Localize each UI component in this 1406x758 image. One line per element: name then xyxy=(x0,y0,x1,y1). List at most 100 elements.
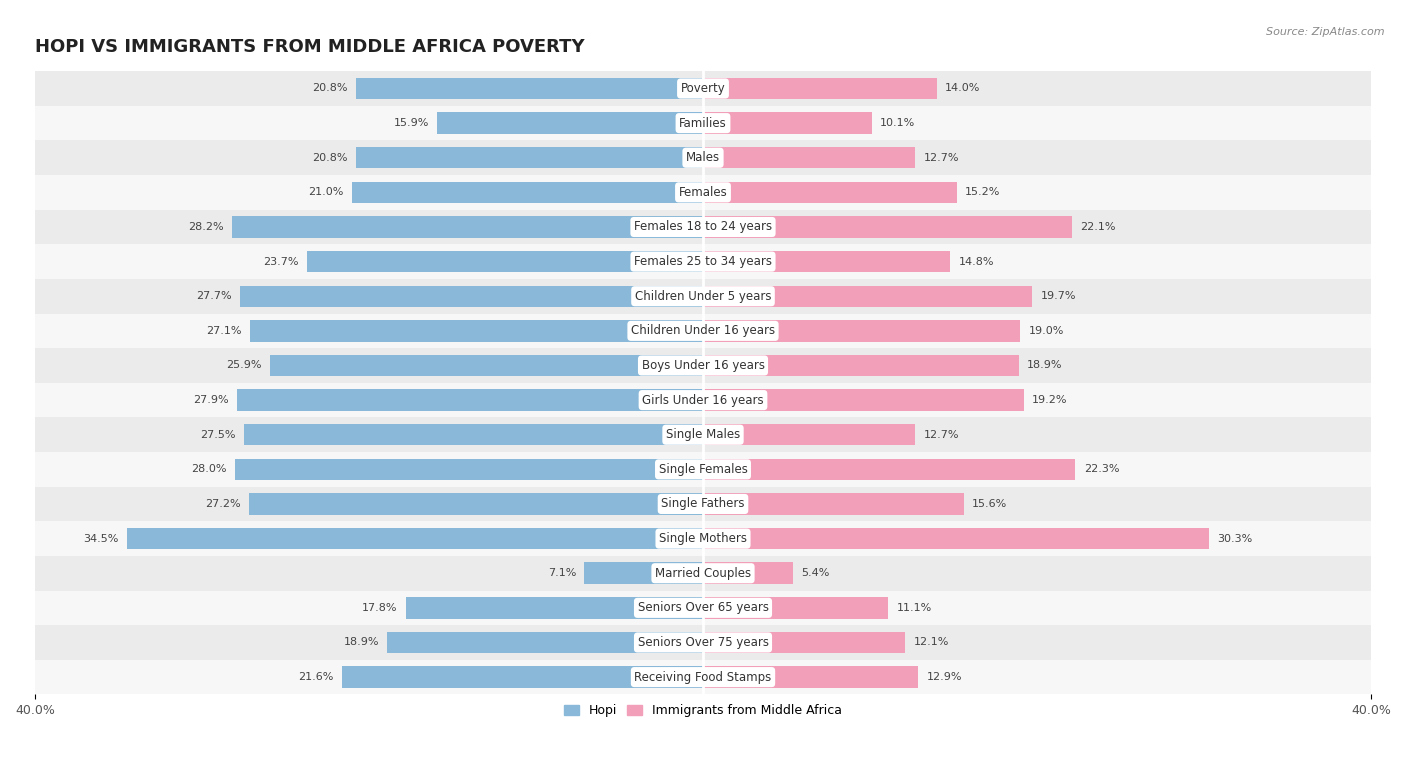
Text: 14.8%: 14.8% xyxy=(959,257,994,267)
Bar xyxy=(703,251,950,272)
Text: 28.2%: 28.2% xyxy=(188,222,224,232)
Bar xyxy=(353,182,703,203)
Text: 12.7%: 12.7% xyxy=(924,430,959,440)
Text: 27.7%: 27.7% xyxy=(197,291,232,301)
Bar xyxy=(585,562,703,584)
Text: 19.7%: 19.7% xyxy=(1040,291,1076,301)
Bar xyxy=(35,383,1371,418)
Bar xyxy=(35,71,1371,106)
Text: Single Females: Single Females xyxy=(658,463,748,476)
Bar xyxy=(35,659,1371,694)
Bar xyxy=(356,147,703,168)
Text: 7.1%: 7.1% xyxy=(548,568,576,578)
Text: 21.0%: 21.0% xyxy=(308,187,344,197)
Bar xyxy=(250,320,703,342)
Text: Single Mothers: Single Mothers xyxy=(659,532,747,545)
Bar xyxy=(238,390,703,411)
Bar xyxy=(703,631,905,653)
Text: 28.0%: 28.0% xyxy=(191,465,226,475)
Bar xyxy=(356,78,703,99)
Bar xyxy=(35,175,1371,210)
Bar xyxy=(703,666,918,688)
Text: 15.6%: 15.6% xyxy=(972,499,1007,509)
Text: 20.8%: 20.8% xyxy=(312,153,347,163)
Text: 27.1%: 27.1% xyxy=(207,326,242,336)
Text: Seniors Over 65 years: Seniors Over 65 years xyxy=(637,601,769,614)
Text: 10.1%: 10.1% xyxy=(880,118,915,128)
Text: Families: Families xyxy=(679,117,727,130)
Text: Children Under 5 years: Children Under 5 years xyxy=(634,290,772,302)
Text: Source: ZipAtlas.com: Source: ZipAtlas.com xyxy=(1267,27,1385,36)
Bar xyxy=(35,625,1371,659)
Text: 27.5%: 27.5% xyxy=(200,430,235,440)
Text: Females 18 to 24 years: Females 18 to 24 years xyxy=(634,221,772,233)
Text: 18.9%: 18.9% xyxy=(1026,361,1063,371)
Bar xyxy=(342,666,703,688)
Bar xyxy=(127,528,703,550)
Bar xyxy=(35,522,1371,556)
Text: HOPI VS IMMIGRANTS FROM MIDDLE AFRICA POVERTY: HOPI VS IMMIGRANTS FROM MIDDLE AFRICA PO… xyxy=(35,38,585,56)
Bar xyxy=(35,279,1371,314)
Bar xyxy=(406,597,703,619)
Text: 14.0%: 14.0% xyxy=(945,83,980,93)
Bar xyxy=(703,182,957,203)
Bar xyxy=(703,112,872,134)
Text: Girls Under 16 years: Girls Under 16 years xyxy=(643,393,763,406)
Bar xyxy=(703,493,963,515)
Text: Seniors Over 75 years: Seniors Over 75 years xyxy=(637,636,769,649)
Bar xyxy=(703,216,1073,238)
Bar xyxy=(703,147,915,168)
Bar xyxy=(249,493,703,515)
Bar xyxy=(35,556,1371,590)
Text: 22.1%: 22.1% xyxy=(1080,222,1116,232)
Text: Poverty: Poverty xyxy=(681,82,725,95)
Bar xyxy=(232,216,703,238)
Text: 5.4%: 5.4% xyxy=(801,568,830,578)
Text: 11.1%: 11.1% xyxy=(897,603,932,613)
Text: 21.6%: 21.6% xyxy=(298,672,333,682)
Bar xyxy=(437,112,703,134)
Bar xyxy=(35,487,1371,522)
Bar xyxy=(703,320,1021,342)
Bar xyxy=(243,424,703,446)
Bar xyxy=(387,631,703,653)
Text: 20.8%: 20.8% xyxy=(312,83,347,93)
Bar xyxy=(240,286,703,307)
Bar xyxy=(703,286,1032,307)
Text: Boys Under 16 years: Boys Under 16 years xyxy=(641,359,765,372)
Text: 12.9%: 12.9% xyxy=(927,672,962,682)
Bar xyxy=(703,424,915,446)
Text: Single Males: Single Males xyxy=(666,428,740,441)
Bar xyxy=(703,562,793,584)
Text: Receiving Food Stamps: Receiving Food Stamps xyxy=(634,671,772,684)
Text: Males: Males xyxy=(686,152,720,164)
Bar xyxy=(703,528,1209,550)
Bar xyxy=(235,459,703,480)
Text: Females 25 to 34 years: Females 25 to 34 years xyxy=(634,255,772,268)
Text: Children Under 16 years: Children Under 16 years xyxy=(631,324,775,337)
Text: Single Fathers: Single Fathers xyxy=(661,497,745,510)
Text: 19.2%: 19.2% xyxy=(1032,395,1067,405)
Bar xyxy=(35,140,1371,175)
Bar xyxy=(35,452,1371,487)
Text: 18.9%: 18.9% xyxy=(343,637,380,647)
Bar xyxy=(35,418,1371,452)
Text: 17.8%: 17.8% xyxy=(361,603,398,613)
Bar xyxy=(35,106,1371,140)
Bar xyxy=(35,314,1371,348)
Bar xyxy=(35,244,1371,279)
Bar xyxy=(35,210,1371,244)
Text: 27.2%: 27.2% xyxy=(205,499,240,509)
Text: Females: Females xyxy=(679,186,727,199)
Text: 12.7%: 12.7% xyxy=(924,153,959,163)
Text: 12.1%: 12.1% xyxy=(914,637,949,647)
Text: 15.9%: 15.9% xyxy=(394,118,429,128)
Bar xyxy=(703,390,1024,411)
Text: 19.0%: 19.0% xyxy=(1029,326,1064,336)
Bar xyxy=(703,459,1076,480)
Legend: Hopi, Immigrants from Middle Africa: Hopi, Immigrants from Middle Africa xyxy=(558,700,848,722)
Bar xyxy=(35,590,1371,625)
Text: 27.9%: 27.9% xyxy=(193,395,229,405)
Bar xyxy=(703,355,1019,376)
Text: 15.2%: 15.2% xyxy=(965,187,1001,197)
